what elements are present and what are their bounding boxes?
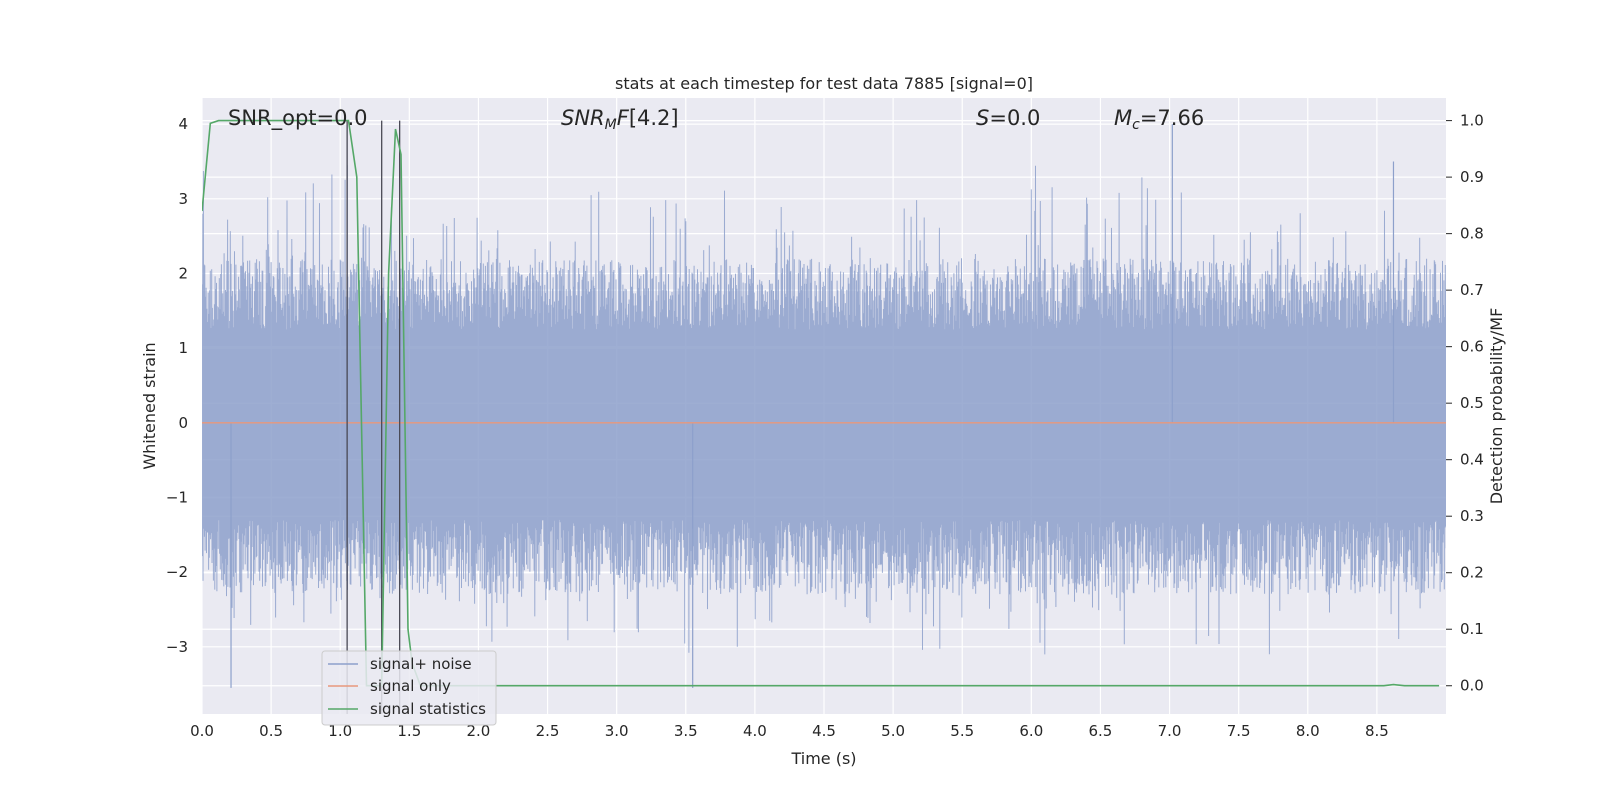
y-right-tick-label: 0.8 (1460, 225, 1484, 243)
x-tick-label: 3.0 (605, 722, 629, 740)
annotation-snr-opt: SNR_opt=0.0 (228, 106, 368, 131)
x-tick-label: 5.5 (950, 722, 974, 740)
x-tick-label: 1.5 (397, 722, 421, 740)
x-tick-label: 6.0 (1019, 722, 1043, 740)
x-tick-label: 6.5 (1089, 722, 1113, 740)
y-right-tick-label: 1.0 (1460, 112, 1484, 130)
y-left-tick-label: 0 (178, 414, 188, 432)
legend-label-signal-plus-noise: signal+ noise (370, 655, 472, 673)
x-tick-label: 2.0 (467, 722, 491, 740)
y-right-tick-label: 0.3 (1460, 507, 1484, 525)
x-tick-label: 8.5 (1365, 722, 1389, 740)
y-left-tick-label: −2 (166, 563, 188, 581)
y-left-tick-label: 1 (178, 339, 188, 357)
y-right-tick-label: 0.0 (1460, 677, 1484, 695)
legend: signal+ noise signal only signal statist… (321, 650, 497, 726)
y-left-axis-label: Whitened strain (140, 342, 159, 469)
annotation-s: S=0.0 (976, 106, 1040, 130)
y-right-tick-label: 0.5 (1460, 394, 1484, 412)
y-left-tick-label: 3 (178, 190, 188, 208)
x-tick-label: 7.5 (1227, 722, 1251, 740)
x-tick-label: 4.5 (812, 722, 836, 740)
annotation-mc: Mc=7.66 (1114, 106, 1204, 133)
signal-plus-noise-line (202, 165, 1446, 655)
series-signal-statistics (202, 119, 1440, 687)
legend-label-signal-only: signal only (370, 677, 451, 695)
legend-label-signal-statistics: signal statistics (370, 700, 486, 718)
x-tick-label: 7.0 (1158, 722, 1182, 740)
x-tick-label: 2.5 (536, 722, 560, 740)
y-right-axis-ticks: 0.0 0.1 0.2 0.3 0.4 0.5 0.6 0.7 0.8 0.9 1.0 (1446, 112, 1484, 695)
x-tick-label: 8.0 (1296, 722, 1320, 740)
y-left-tick-label: 4 (178, 115, 188, 133)
y-left-tick-label: 2 (178, 264, 188, 282)
y-left-tick-label: −1 (166, 488, 188, 506)
y-right-tick-label: 0.1 (1460, 620, 1484, 638)
y-right-tick-label: 0.2 (1460, 564, 1484, 582)
chart-title: stats at each timestep for test data 788… (615, 74, 1033, 93)
x-tick-label: 1.0 (328, 722, 352, 740)
y-right-tick-label: 0.4 (1460, 451, 1484, 469)
x-tick-label: 3.5 (674, 722, 698, 740)
annotation-snr-mf: SNRMF[4.2] (561, 106, 679, 133)
y-right-tick-label: 0.6 (1460, 338, 1484, 356)
signal-statistics-line (202, 119, 1440, 687)
x-tick-label: 0.5 (259, 722, 283, 740)
x-axis-label: Time (s) (790, 749, 856, 768)
x-axis-ticks: 0.0 0.5 1.0 1.5 2.0 2.5 3.0 3.5 4.0 4.5 5.0 5.5 6.0 6… (190, 722, 1389, 740)
annotation-mc-value: =7.66 (1140, 106, 1204, 130)
y-right-tick-label: 0.7 (1460, 281, 1484, 299)
y-left-axis-ticks: −3 −2 −1 0 1 2 3 4 (166, 115, 188, 656)
annotation-snr-mf-value: [4.2] (629, 106, 679, 130)
y-right-axis-label: Detection probability/MF (1487, 308, 1506, 505)
x-tick-label: 4.0 (743, 722, 767, 740)
annotation-s-value: =0.0 (989, 106, 1040, 130)
vertical-markers (346, 120, 401, 714)
y-left-tick-label: −3 (166, 638, 188, 656)
legend-box (321, 650, 497, 726)
y-right-tick-label: 0.9 (1460, 168, 1484, 186)
x-tick-label: 5.0 (881, 722, 905, 740)
x-tick-label: 0.0 (190, 722, 214, 740)
